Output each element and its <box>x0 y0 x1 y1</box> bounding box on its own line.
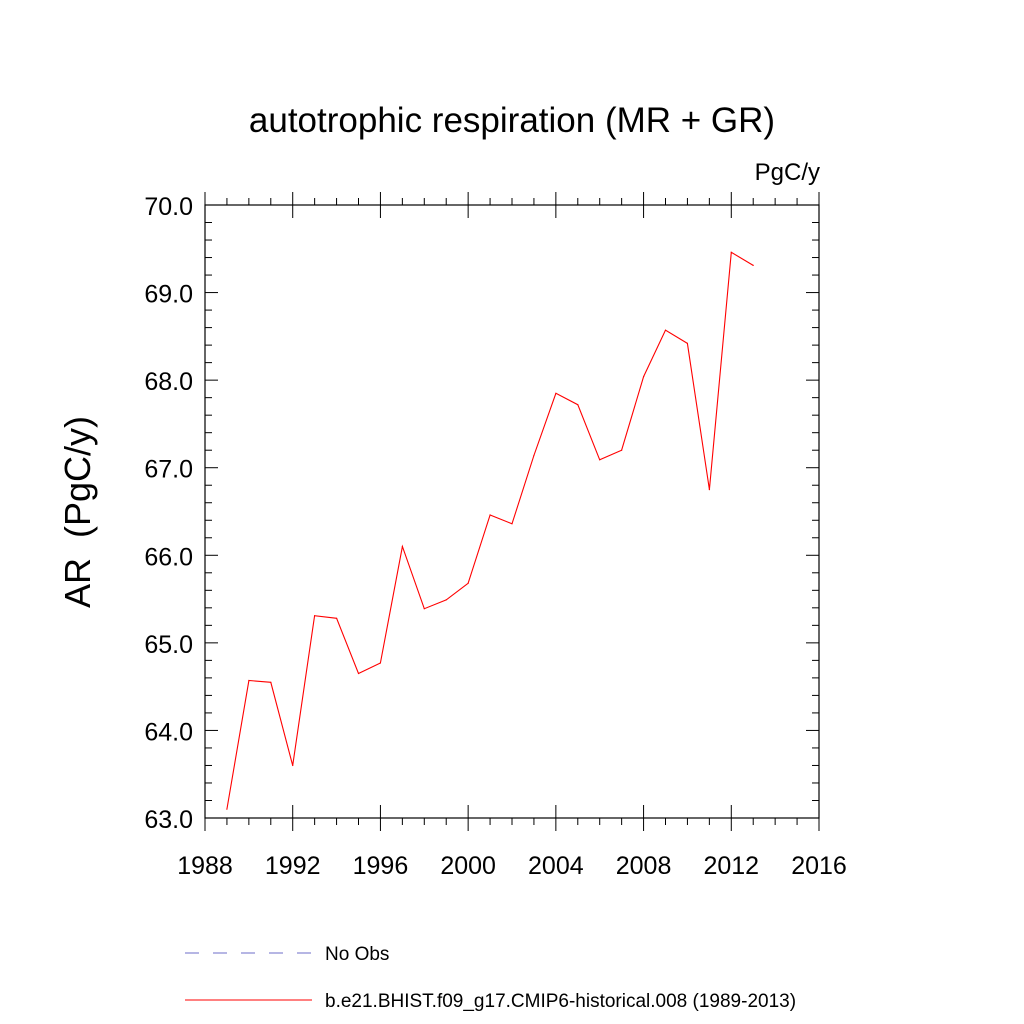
data-point <box>270 681 272 683</box>
data-point <box>292 764 294 767</box>
y-axis-ticks: 63.0 64.0 65.0 66.0 67.0 68.0 69.0 70.0 <box>144 193 819 834</box>
data-point <box>686 342 689 344</box>
x-axis-ticks: 1988 1992 1996 2000 2004 2008 2012 2016 <box>177 192 847 880</box>
legend-label: No Obs <box>325 944 389 965</box>
y-tick-label: 66.0 <box>144 543 193 571</box>
data-point <box>336 617 338 619</box>
data-point <box>467 582 469 584</box>
y-tick-label: 70.0 <box>144 193 193 221</box>
data-point <box>752 264 754 266</box>
units-label: PgC/y <box>755 159 820 186</box>
data-point <box>555 392 557 394</box>
data-point <box>379 662 381 664</box>
data-point <box>664 329 667 331</box>
data-point <box>643 376 645 378</box>
y-tick-label: 69.0 <box>144 281 193 309</box>
data-point <box>489 514 491 516</box>
series-group <box>226 251 754 810</box>
data-point <box>248 679 250 682</box>
x-tick-label: 1992 <box>265 852 321 880</box>
data-point <box>511 523 513 525</box>
data-point <box>577 404 579 406</box>
y-tick-label: 68.0 <box>144 368 193 396</box>
data-point <box>445 599 447 601</box>
data-point <box>708 489 711 491</box>
data-point <box>226 808 228 810</box>
chart-title: autotrophic respiration (MR + GR) <box>249 101 775 140</box>
y-tick-label: 67.0 <box>144 456 193 484</box>
x-tick-label: 2016 <box>791 852 847 880</box>
y-tick-label: 64.0 <box>144 718 193 746</box>
x-tick-label: 2000 <box>440 852 496 880</box>
legend-label: b.e21.BHIST.f09_g17.CMIP6-historical.008… <box>325 991 796 1012</box>
data-point <box>357 672 360 675</box>
data-point <box>401 545 403 548</box>
y-tick-label: 65.0 <box>144 631 193 659</box>
data-point <box>599 459 601 461</box>
x-tick-label: 1988 <box>177 852 233 880</box>
x-tick-label: 2008 <box>616 852 672 880</box>
legend: No Obs b.e21.BHIST.f09_g17.CMIP6-historic… <box>185 944 796 1012</box>
data-point <box>423 608 425 610</box>
x-tick-label: 1996 <box>353 852 409 880</box>
data-point <box>621 449 623 451</box>
data-point <box>730 251 732 253</box>
data-point <box>533 454 535 457</box>
series-line <box>226 251 754 810</box>
plot-frame <box>204 204 820 819</box>
x-tick-label: 2004 <box>528 852 584 880</box>
x-tick-label: 2012 <box>703 852 759 880</box>
y-axis-title: AR (PgC/y) <box>57 416 98 608</box>
y-tick-label: 63.0 <box>144 806 193 834</box>
data-point <box>314 615 316 617</box>
